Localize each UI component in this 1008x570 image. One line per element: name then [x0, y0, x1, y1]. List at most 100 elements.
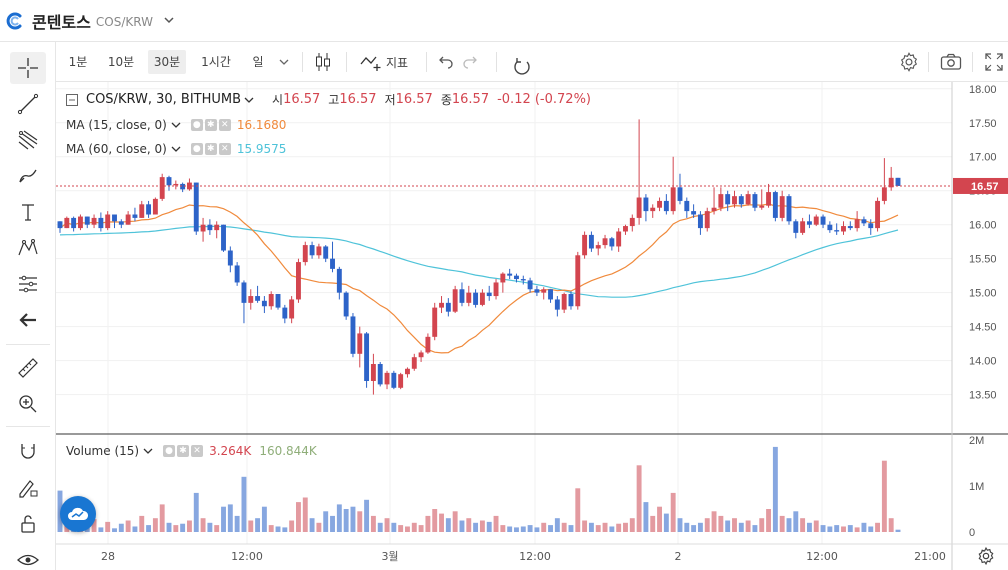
- volume-axis[interactable]: 2M 1M 0: [969, 435, 984, 539]
- candle: [105, 211, 111, 231]
- undo-button[interactable]: [436, 50, 454, 74]
- volume-bar: [663, 513, 669, 532]
- volume-bar: [779, 515, 785, 532]
- candle: [71, 216, 77, 232]
- candle-body: [609, 238, 615, 247]
- ma60-controls[interactable]: ● ✱ ✕: [190, 143, 231, 155]
- volume-bar: [854, 527, 860, 532]
- lock-draw-tool[interactable]: [10, 472, 46, 504]
- cloud-chart-icon: [68, 507, 89, 520]
- price-chart[interactable]: 18.0017.5017.0016.5016.0015.5015.0014.50…: [56, 82, 1008, 570]
- close-icon[interactable]: ✕: [218, 119, 231, 131]
- gear-icon[interactable]: ✱: [177, 445, 190, 457]
- candle: [200, 217, 206, 242]
- eye-icon[interactable]: ●: [190, 143, 203, 155]
- timeframe-chevron-down-icon[interactable]: [278, 50, 290, 74]
- volume-bar: [752, 525, 758, 532]
- back-arrow-tool[interactable]: [10, 304, 46, 336]
- eye-icon[interactable]: ●: [190, 119, 203, 131]
- toolbar-divider: [302, 52, 303, 72]
- axis-settings-gear-icon[interactable]: [976, 546, 996, 566]
- volume-bar: [670, 492, 676, 532]
- symbol-label: COS/KRW, 30, BITHUMB: [86, 92, 242, 107]
- trend-line-tool[interactable]: [10, 88, 46, 120]
- redo-button[interactable]: [462, 50, 480, 74]
- candle-body: [459, 289, 465, 303]
- zoom-tool[interactable]: [10, 388, 46, 420]
- fib-tool[interactable]: [10, 124, 46, 156]
- symbol-chevron-down-icon[interactable]: [244, 95, 254, 105]
- settings-button[interactable]: [898, 50, 920, 74]
- fullscreen-icon: [985, 53, 1003, 71]
- timeframe-1h[interactable]: 1시간: [201, 55, 231, 69]
- candle-body: [697, 214, 703, 229]
- fullscreen-button[interactable]: [984, 50, 1004, 74]
- gear-icon[interactable]: ✱: [204, 143, 217, 155]
- crosshair-tool[interactable]: [10, 52, 46, 84]
- candle: [309, 241, 315, 259]
- lock-tool[interactable]: [10, 508, 46, 540]
- eye-icon[interactable]: ●: [163, 445, 176, 457]
- prediction-tool[interactable]: [10, 268, 46, 300]
- candle: [500, 272, 506, 293]
- ma60-chevron-down-icon[interactable]: [171, 144, 181, 154]
- volume-bar: [548, 525, 553, 532]
- volume-bar: [691, 525, 697, 532]
- candle-body: [350, 316, 356, 354]
- pattern-tool[interactable]: [10, 232, 46, 264]
- magnet-tool[interactable]: [10, 436, 46, 468]
- candle-body: [588, 234, 594, 249]
- candle-body: [766, 192, 772, 206]
- indicators-label: 지표: [386, 55, 409, 70]
- ma15-controls[interactable]: ● ✱ ✕: [190, 119, 231, 131]
- candle-body: [166, 177, 172, 186]
- reset-chart-button[interactable]: [512, 54, 532, 78]
- candle: [534, 285, 540, 297]
- chart-toolbar: 1분 10분 30분 1시간 일 지표: [56, 42, 1008, 82]
- svg-text:16.57: 16.57: [971, 181, 999, 193]
- volume-bar: [575, 488, 581, 532]
- candle-body: [466, 292, 472, 303]
- navigation-bubble[interactable]: [60, 496, 96, 532]
- price-axis[interactable]: 18.0017.5017.0016.5016.0015.5015.0014.50…: [969, 84, 997, 402]
- volume-bar: [132, 526, 138, 532]
- ruler-tool[interactable]: [10, 352, 46, 384]
- visibility-tool[interactable]: [10, 544, 46, 570]
- gear-icon[interactable]: ✱: [204, 119, 217, 131]
- candle-body: [193, 182, 199, 232]
- candle: [629, 214, 635, 232]
- close-icon[interactable]: ✕: [218, 143, 231, 155]
- volume-bar: [296, 502, 301, 532]
- volume-controls[interactable]: ● ✱ ✕: [163, 445, 204, 457]
- candle: [779, 190, 785, 222]
- low-label: 저: [384, 93, 396, 107]
- candle-style-icon[interactable]: [314, 50, 332, 74]
- time-axis[interactable]: 28 12:00 3월 12:00 2 12:00 21:00: [101, 550, 946, 563]
- coin-select-chevron-down-icon[interactable]: [163, 14, 175, 29]
- volume-bar: [125, 520, 131, 532]
- collapse-legend-icon[interactable]: [66, 93, 78, 106]
- candle: [697, 211, 703, 235]
- candle: [84, 216, 90, 229]
- indicators-button[interactable]: 지표: [360, 50, 408, 74]
- volume-bar: [881, 460, 887, 532]
- ma15-chevron-down-icon[interactable]: [171, 120, 181, 130]
- candle-body: [806, 221, 812, 225]
- volume-bar: [875, 522, 881, 532]
- timeframe-10m[interactable]: 10분: [107, 55, 135, 69]
- text-tool[interactable]: [10, 196, 46, 228]
- high-value: 16.57: [339, 92, 377, 107]
- volume-bar: [146, 525, 152, 532]
- timeframe-1m[interactable]: 1분: [68, 55, 88, 69]
- pitchfork-icon: [18, 130, 38, 150]
- volume-bar: [704, 518, 710, 532]
- volume-bar: [738, 522, 744, 532]
- volume-bar: [439, 513, 444, 532]
- close-icon[interactable]: ✕: [191, 445, 204, 457]
- timeframe-day[interactable]: 일: [252, 55, 264, 69]
- screenshot-button[interactable]: [940, 50, 962, 74]
- candle-body: [384, 372, 390, 385]
- timeframe-30m[interactable]: 30분: [148, 50, 186, 74]
- volume-chevron-down-icon[interactable]: [143, 446, 153, 456]
- brush-tool[interactable]: [10, 160, 46, 192]
